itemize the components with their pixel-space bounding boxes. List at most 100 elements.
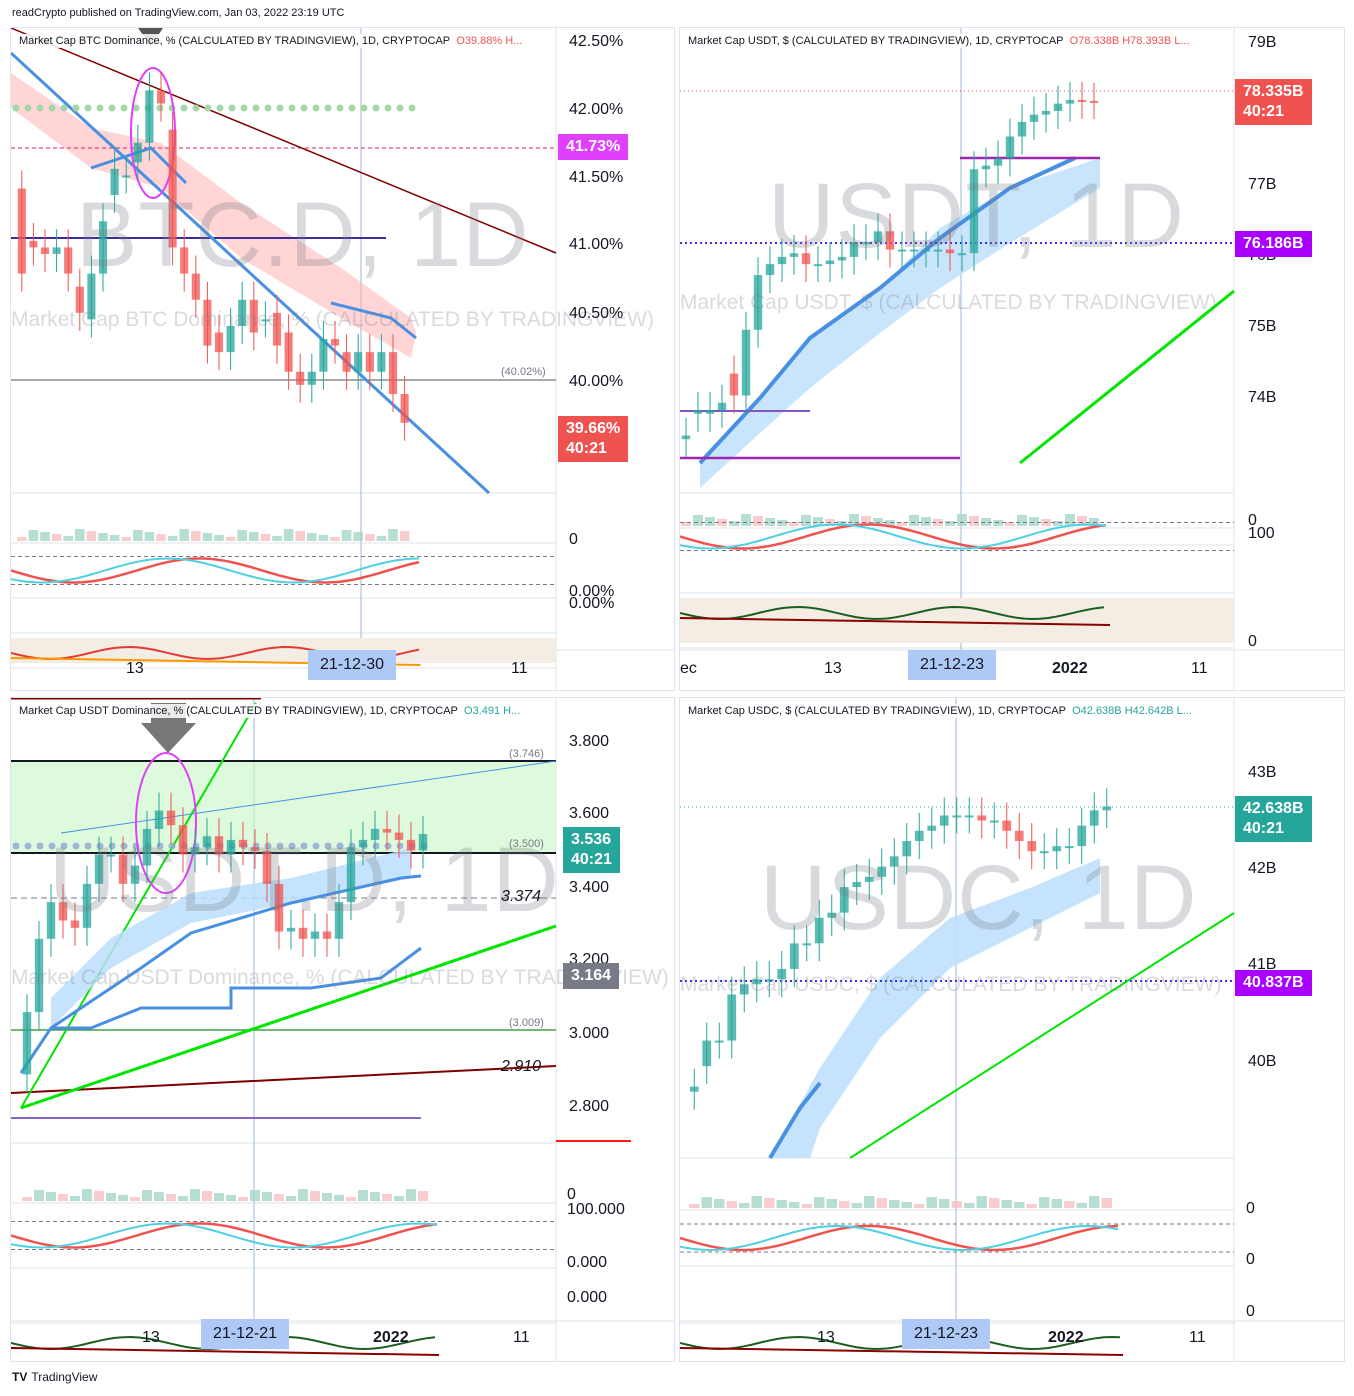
candle-body [106,854,116,857]
candle-body [933,249,943,252]
volume-bar [166,1194,176,1201]
volume-bar [1065,514,1075,526]
volume-bar [118,1195,128,1201]
symbol-watermark: BTC.D, 1D [76,184,530,286]
candle-body [1065,100,1075,104]
volume-bar [826,1199,837,1208]
candle-body [238,839,248,848]
candle-body [388,352,398,394]
volume-bar [921,517,931,526]
candle-body [82,883,92,928]
x-tick: 13 [126,660,144,677]
candle-body [1102,806,1112,811]
x-tick: 11 [513,1329,530,1346]
candle-body [1029,114,1039,122]
volume-bar [1001,1200,1012,1208]
candle-body [22,1012,32,1075]
price-badge-last: 3.536 40:21 [563,827,620,873]
symbol-watermark: USDT.D, 1D [49,829,560,931]
level-label: (3.009) [509,1017,544,1029]
sub-pane-label: 0 [1248,633,1257,650]
candle-body [914,830,924,842]
candle-body [286,927,296,932]
candle-body [964,815,974,818]
chart-panel-usdt-marketcap[interactable]: Market Cap USDT, $ (CALCULATED BY TRADIN… [679,27,1345,691]
volume-bar [1029,517,1039,526]
candle-body [693,410,703,414]
volume-bar [864,1196,875,1208]
volume-bar [142,1190,152,1201]
candle-body [370,828,380,840]
volume-bar [1089,1196,1100,1208]
candle-body [752,979,762,985]
volume-bar [765,518,775,526]
candle-body [741,329,751,396]
candle-body [342,352,351,372]
dot-marker [72,104,80,112]
y-tick: 41B [1248,956,1277,973]
chart-panel-usdc-marketcap[interactable]: Market Cap USDC, $ (CALCULATED BY TRADIN… [679,697,1345,1362]
symbol-description-watermark: Market Cap BTC Dominance, % (CALCULATED … [11,308,654,331]
volume-bar [310,1191,320,1201]
dot-marker [72,842,80,850]
volume-bar [295,531,305,541]
candle-body [1039,851,1049,854]
candle-body [98,221,108,274]
crosshair-date-badge: 21-12-21 [201,1319,290,1349]
candle-body [75,286,84,313]
candle-body [130,865,140,884]
candle-body [814,917,824,944]
x-tick: 13 [817,1329,835,1346]
volume-bar [849,514,859,526]
volume-bar [283,529,294,541]
dot-marker [348,104,356,112]
candle-body [765,264,775,276]
volume-bar [341,530,352,541]
volume-bar [382,1194,392,1201]
chart-panel-usdt-dominance[interactable]: Market Cap USDT Dominance, % (CALCULATED… [10,697,675,1362]
volume-bar [969,516,979,526]
y-tick: 74B [1248,389,1277,406]
x-tick-year: 2022 [1048,1329,1084,1346]
volume-bar [22,1197,32,1201]
usdt-marketcap-chart-svg[interactable] [680,28,1344,690]
dot-marker [336,104,344,112]
dot-marker [384,104,392,112]
volume-bar [957,514,967,526]
candle-body [191,273,200,300]
candle-body [889,856,899,867]
volume-bar [418,1191,428,1201]
tradingview-logo-icon: TV [12,1370,28,1384]
candle-body [1089,100,1099,103]
chart-panel-btc-dominance[interactable]: Market Cap BTC Dominance, % (CALCULATED … [10,27,675,691]
sub-pane-label: 0.00% [569,595,615,612]
usdc-marketcap-chart-svg[interactable] [680,698,1344,1361]
candle-body [1017,121,1027,137]
candle-body [952,815,962,818]
panel-title: Market Cap USDT, $ (CALCULATED BY TRADIN… [686,34,1192,48]
y-tick: 42.00% [569,101,624,118]
volume-bar [926,1197,937,1208]
dot-marker [120,842,128,850]
trendline-green [849,912,1235,1159]
candle-body [156,90,166,104]
usdt-dominance-chart-svg[interactable] [11,698,674,1361]
candle-body [70,920,80,928]
volume-bar [307,533,317,541]
oscillator-line [680,1224,1119,1252]
volume-bar [1077,516,1087,526]
candle-body [354,352,363,372]
dot-marker [12,842,20,850]
level-label: (3.746) [509,748,544,760]
volume-bar [46,1192,56,1201]
volume-bar [121,537,131,541]
sub-pane-label: 0 [1246,1251,1255,1268]
volume-bar [144,532,155,541]
volume-bar [705,517,715,526]
dot-marker [180,104,188,112]
tradingview-footer[interactable]: TV TradingView [12,1370,97,1384]
brand-label: TradingView [31,1370,98,1384]
volume-bar [789,1202,800,1208]
btc-dominance-chart-svg[interactable] [11,28,674,690]
dot-marker [276,842,284,850]
